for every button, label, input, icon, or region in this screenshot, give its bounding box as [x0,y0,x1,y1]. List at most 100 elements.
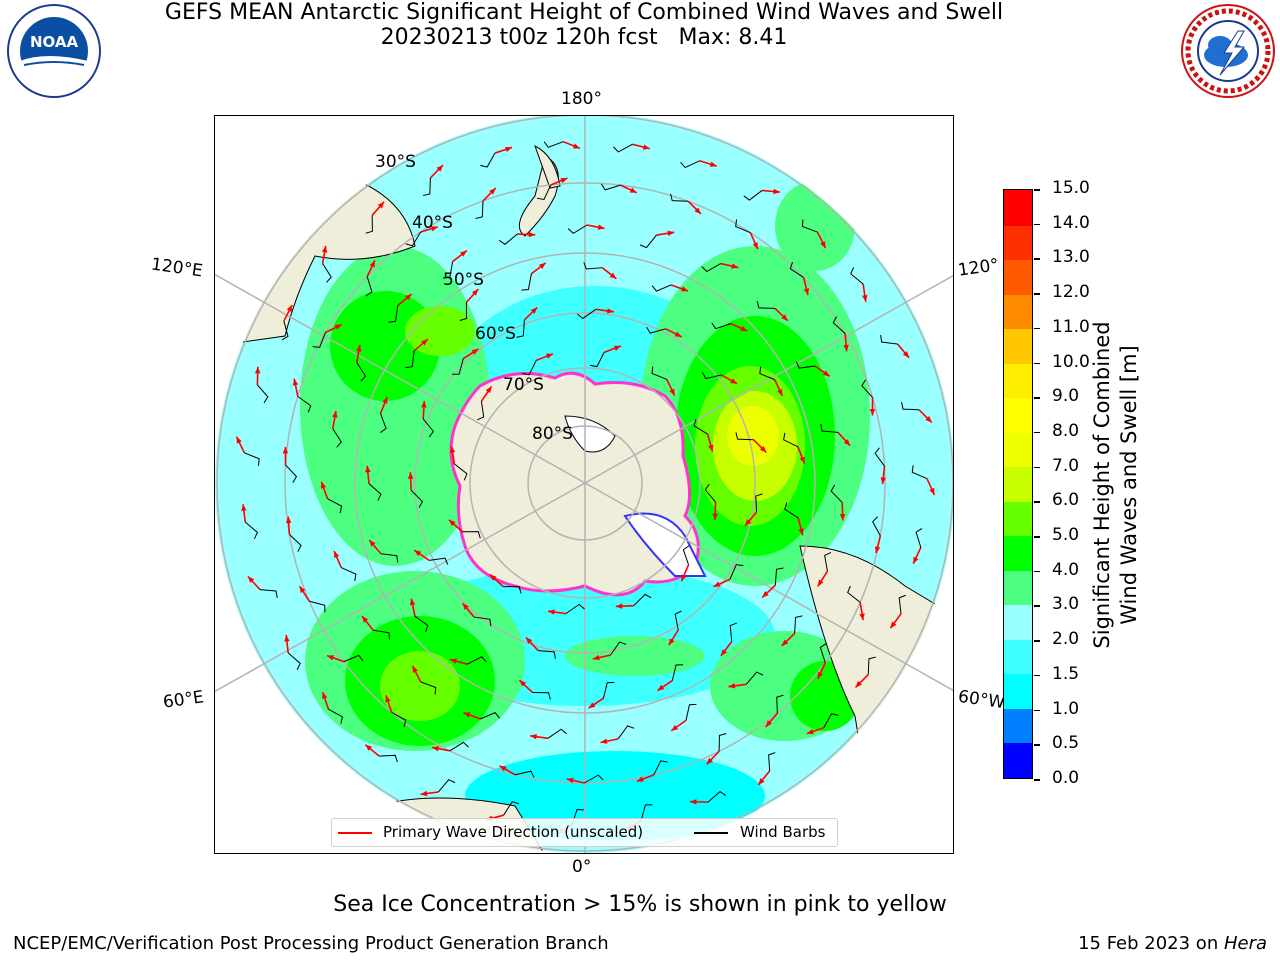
wave-arrow-head [361,616,369,623]
wave-arrow-head [247,576,255,583]
wind-barb [832,316,846,334]
wave-arrow-head [292,378,299,386]
colorbar-segment [1004,466,1032,502]
wind-barb [640,804,653,821]
wave-arrow-head [609,272,617,279]
colorbar-tick-label: 1.0 [1052,698,1080,719]
wave-arrow-head [799,456,805,464]
wave-arrow-head [730,378,738,384]
lat-label-70s: 70°S [503,375,544,395]
wind-barb [735,219,751,234]
colorbar-tick [1034,293,1040,295]
wave-arrow-head [385,695,391,703]
wave-arrow-head [817,579,824,587]
colorbar-tick-label: 4.0 [1052,559,1080,580]
wave-arrow-head [668,638,675,646]
wind-barb [776,694,784,714]
lon-label-60w: 60°W [956,686,1007,714]
wave-arrow-head [463,712,471,718]
wave-arrow-head [773,188,781,195]
colorbar-segment [1004,673,1032,709]
wind-barb [480,152,496,168]
wind-barb [589,352,605,368]
colorbar-tick [1034,779,1040,781]
wave-arrow-head [489,188,496,195]
wave-arrow-head [765,720,772,727]
wind-barb [379,754,398,763]
colorbar-tick-label: 8.0 [1052,420,1080,441]
wind-barb [745,671,764,685]
wind-barb [405,231,422,247]
wind-barb [867,656,876,675]
legend-label-wave-direction: Primary Wave Direction (unscaled) [383,823,644,841]
wind-barb [322,263,332,283]
wind-barb [244,521,259,539]
wave-arrow-head [334,551,340,559]
wave-arrow-head [499,765,507,772]
wind-barb [915,527,923,548]
wave-arrow-head [485,386,492,394]
lat-label-30s: 30°S [375,152,416,172]
wind-barb [602,681,615,699]
wave-arrow-head [758,778,765,785]
wind-barb [651,366,668,380]
colorbar-title-line1: Significant Height of Combined [1090,321,1114,649]
wave-arrow-head [890,621,897,629]
wind-barb [498,233,518,245]
wave-arrow-head [759,445,767,453]
footer-branch: NCEP/EMC/Verification Post Processing Pr… [13,933,609,954]
wind-barb [633,593,652,607]
chart-title: GEFS MEAN Antarctic Significant Height o… [164,0,1004,25]
colorbar-segment [1004,397,1032,433]
colorbar-tick-label: 12.0 [1052,282,1090,303]
wind-barb [343,654,364,663]
wave-arrow-head [420,790,428,797]
wave-arrow-head [820,241,826,249]
wave-arrow-head [694,207,701,214]
lat-label-40s: 40°S [412,213,453,233]
colorbar-segment [1004,708,1032,744]
wave-arrow-head [798,528,804,536]
wind-barb [707,791,727,803]
wind-barb [600,183,621,191]
legend-label-wind-barbs: Wind Barbs [740,823,826,841]
wind-barb [565,603,585,615]
wave-arrow-head [706,757,714,765]
wave-arrow-head [740,325,748,332]
wave-arrow-head [613,345,621,351]
lat-label-50s: 50°S [443,270,484,290]
wind-barb [756,300,775,309]
colorbar-tick [1034,674,1040,677]
wave-arrow-head [322,692,328,700]
wave-arrow-head [859,613,865,621]
wind-barb [543,141,564,148]
wind-barb [459,302,468,321]
wind-barb [735,432,754,441]
wave-arrow-head [236,436,242,444]
wave-arrow-head [471,289,479,296]
wave-arrow-head [781,314,788,321]
wave-arrow-head [745,519,752,526]
colorbar-tick [1034,466,1040,469]
colorbar-segment [1004,224,1032,261]
wave-arrow-head [843,344,849,352]
wind-barb [830,484,843,503]
wind-barb [480,712,500,720]
wave-arrow-head [600,738,608,744]
colorbar-tick-label: 11.0 [1052,316,1090,337]
wind-barb [794,615,803,634]
wave-arrow-head [254,366,261,374]
wave-arrow-head [460,250,467,257]
wave-arrow-head [671,724,679,731]
wave-arrow-head [449,658,457,664]
wave-arrow-head [731,263,739,269]
wave-arrow-head [752,242,758,250]
wind-barb [438,779,456,793]
wave-arrow-head [334,324,342,330]
wave-arrow-head [449,446,456,453]
colorbar-tick-label: 5.0 [1052,525,1080,546]
colorbar-title: Significant Height of Combined Wind Wave… [1089,321,1143,648]
wind-barb [368,483,382,501]
wind-barb [380,553,399,563]
footer-date-text: 15 Feb 2023 on [1078,933,1224,954]
